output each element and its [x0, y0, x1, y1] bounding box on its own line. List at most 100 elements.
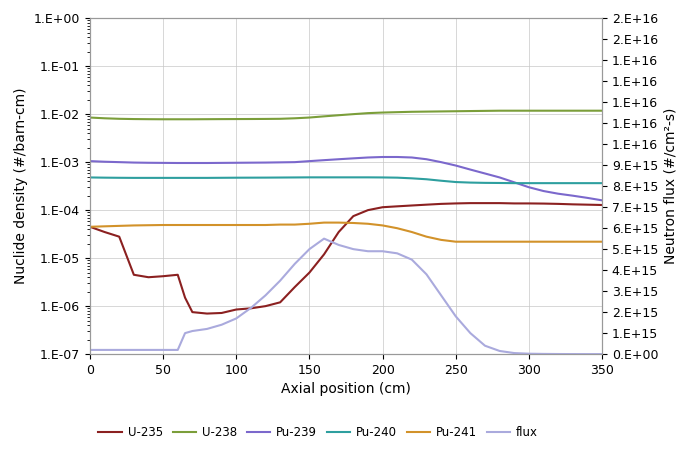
flux [408, 257, 416, 262]
U-235 [276, 300, 284, 305]
Pu-240 [481, 180, 489, 186]
U-238 [145, 117, 153, 122]
U-235 [569, 202, 577, 207]
U-235 [86, 224, 94, 230]
U-238 [539, 108, 547, 114]
Pu-241 [364, 221, 372, 227]
U-238 [305, 115, 313, 120]
U-235 [115, 234, 123, 239]
U-238 [247, 116, 255, 122]
flux [554, 351, 563, 357]
U-235 [379, 204, 387, 210]
Pu-239 [466, 167, 475, 173]
Pu-241 [86, 224, 94, 230]
Pu-239 [115, 159, 123, 165]
U-238 [495, 108, 504, 114]
Pu-240 [291, 175, 299, 180]
Pu-240 [583, 180, 592, 186]
U-235 [364, 207, 372, 213]
Pu-240 [554, 180, 563, 186]
flux [349, 247, 358, 252]
flux [86, 347, 94, 353]
U-238 [291, 116, 299, 121]
Pu-240 [115, 175, 123, 181]
U-235 [539, 201, 547, 206]
U-235 [305, 270, 313, 275]
Pu-239 [495, 175, 504, 180]
Pu-239 [305, 158, 313, 164]
U-238 [320, 114, 328, 119]
Pu-241 [115, 223, 123, 229]
Pu-240 [232, 175, 240, 180]
U-235 [334, 229, 343, 235]
U-238 [510, 108, 518, 114]
Pu-241 [539, 239, 547, 244]
flux [100, 347, 109, 353]
Pu-239 [291, 159, 299, 165]
flux [364, 248, 372, 254]
U-235 [320, 252, 328, 257]
U-238 [569, 108, 577, 114]
U-235 [100, 229, 109, 235]
Pu-239 [145, 160, 153, 166]
Pu-240 [217, 175, 226, 181]
Pu-241 [145, 222, 153, 228]
flux [422, 271, 430, 277]
Pu-239 [393, 154, 401, 160]
flux [539, 351, 547, 357]
Pu-240 [510, 180, 518, 186]
Pu-240 [129, 175, 138, 181]
flux [510, 350, 518, 356]
Pu-240 [174, 175, 182, 181]
U-238 [232, 116, 240, 122]
flux [495, 348, 504, 354]
U-235 [393, 203, 401, 209]
flux [466, 331, 475, 336]
Pu-241 [217, 222, 226, 228]
U-235 [510, 201, 518, 206]
Pu-239 [174, 160, 182, 166]
flux [334, 242, 343, 248]
U-235 [262, 303, 270, 309]
U-235 [145, 275, 153, 280]
Pu-240 [569, 180, 577, 186]
Pu-239 [379, 154, 387, 160]
Pu-241 [481, 239, 489, 244]
U-238 [598, 108, 606, 114]
U-235 [583, 202, 592, 207]
U-238 [583, 108, 592, 114]
U-238 [100, 116, 109, 121]
U-235 [495, 200, 504, 206]
U-235 [203, 311, 211, 316]
flux [393, 251, 401, 256]
Pu-240 [181, 175, 189, 181]
U-238 [466, 109, 475, 114]
Pu-241 [334, 220, 343, 225]
Pu-240 [495, 180, 504, 186]
Pu-239 [100, 159, 109, 164]
Pu-239 [159, 160, 167, 166]
Pu-239 [569, 193, 577, 198]
U-235 [525, 201, 533, 206]
flux [583, 351, 592, 357]
U-235 [129, 272, 138, 277]
U-238 [262, 116, 270, 122]
Pu-239 [129, 160, 138, 165]
U-238 [393, 109, 401, 115]
flux [379, 248, 387, 254]
U-235 [291, 284, 299, 290]
flux [145, 347, 153, 353]
Pu-239 [598, 197, 606, 203]
Pu-241 [437, 237, 445, 242]
U-235 [598, 202, 606, 208]
Pu-239 [583, 195, 592, 201]
Pu-240 [247, 175, 255, 180]
Pu-241 [408, 229, 416, 235]
U-235 [554, 201, 563, 207]
Pu-239 [364, 155, 372, 160]
U-238 [217, 116, 226, 122]
U-238 [334, 113, 343, 118]
Pu-241 [262, 222, 270, 228]
Pu-240 [598, 180, 606, 186]
Pu-241 [393, 226, 401, 231]
